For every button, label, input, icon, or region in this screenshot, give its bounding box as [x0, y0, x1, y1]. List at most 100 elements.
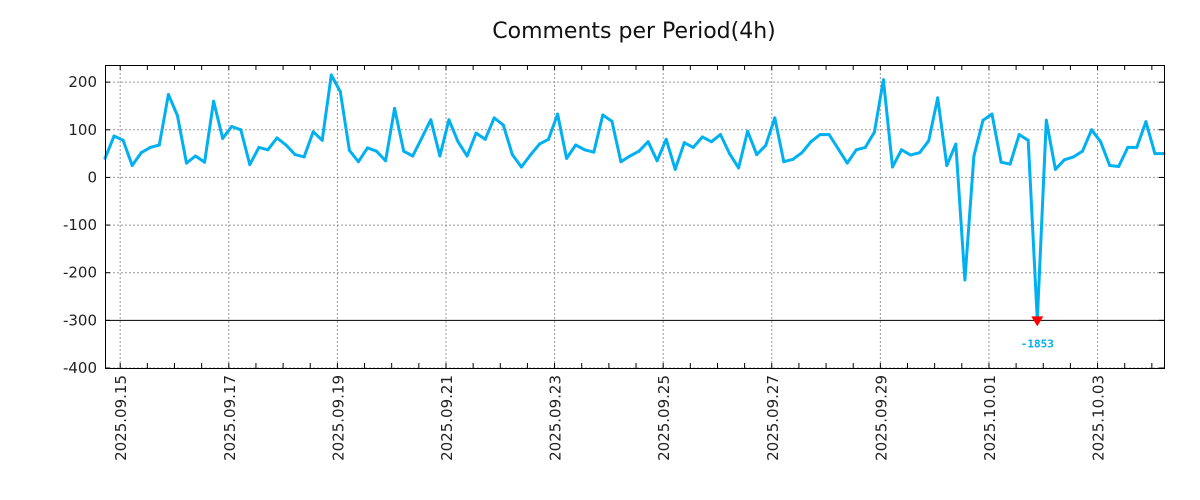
data-point — [972, 154, 976, 158]
data-point — [393, 106, 397, 110]
x-tick-label: 2025.09.29 — [872, 375, 890, 461]
data-point — [800, 151, 804, 155]
data-point — [1135, 145, 1139, 149]
data-point — [601, 113, 605, 117]
data-point — [863, 145, 867, 149]
data-point — [592, 150, 596, 154]
data-point — [420, 136, 424, 140]
data-point — [474, 131, 478, 135]
data-point — [501, 123, 505, 127]
data-point — [184, 161, 188, 165]
data-point — [637, 149, 641, 153]
data-point — [1071, 155, 1075, 159]
data-point — [764, 144, 768, 148]
data-point — [709, 140, 713, 144]
x-axis: 2025.09.15 2025.09.17 2025.09.19 2025.09.21… — [112, 65, 1153, 461]
y-tick-label: -100 — [63, 216, 97, 234]
data-point — [1108, 164, 1112, 168]
data-point — [148, 145, 152, 149]
y-axis: 200 100 0 -100 -200 -300 -400 — [63, 73, 1164, 377]
data-point — [673, 167, 677, 171]
data-point — [320, 138, 324, 142]
data-point — [881, 78, 885, 82]
data-point — [338, 90, 342, 94]
data-point — [1044, 118, 1048, 122]
chart-title: Comments per Period(4h) — [492, 19, 776, 44]
data-point — [375, 149, 379, 153]
data-point — [1053, 167, 1057, 171]
y-tick-label: -200 — [63, 264, 97, 282]
data-point — [329, 73, 333, 77]
x-tick-label: 2025.09.15 — [112, 375, 130, 461]
data-point — [655, 159, 659, 163]
data-point — [610, 119, 614, 123]
data-point — [257, 145, 261, 149]
data-point — [691, 145, 695, 149]
data-point — [918, 151, 922, 155]
data-point — [121, 138, 125, 142]
data-point — [1099, 140, 1103, 144]
data-point — [166, 93, 170, 97]
data-point — [872, 130, 876, 134]
data-point — [112, 134, 116, 138]
data-point — [900, 148, 904, 152]
data-point — [963, 278, 967, 282]
data-point — [954, 142, 958, 146]
data-point — [429, 118, 433, 122]
x-tick-label: 2025.09.25 — [655, 375, 673, 461]
data-point — [718, 133, 722, 137]
data-point — [927, 139, 931, 143]
x-tick-label: 2025.09.19 — [329, 375, 347, 461]
data-point — [682, 141, 686, 145]
data-point — [266, 148, 270, 152]
data-point — [212, 99, 216, 103]
data-point — [890, 165, 894, 169]
data-point — [791, 157, 795, 161]
data-point — [492, 116, 496, 120]
data-point — [239, 128, 243, 132]
data-point — [909, 153, 913, 157]
data-point — [130, 164, 134, 168]
y-tick-label: -400 — [63, 359, 97, 377]
data-point — [981, 118, 985, 122]
data-point — [438, 154, 442, 158]
data-point — [275, 136, 279, 140]
data-point — [402, 149, 406, 153]
data-point — [157, 143, 161, 147]
data-point — [782, 160, 786, 164]
data-point — [728, 152, 732, 156]
series-line-comments — [103, 73, 1164, 322]
data-point — [230, 124, 234, 128]
data-point — [818, 133, 822, 137]
data-point — [311, 130, 315, 134]
data-point — [574, 143, 578, 147]
data-point — [628, 154, 632, 158]
data-point — [547, 137, 551, 141]
x-tick-label: 2025.09.27 — [764, 375, 782, 461]
data-point — [990, 112, 994, 116]
data-point — [519, 165, 523, 169]
data-point — [203, 160, 207, 164]
annotations: -1853 — [1021, 316, 1054, 350]
clipped-value-label: -1853 — [1021, 337, 1054, 350]
data-point — [293, 153, 297, 157]
x-tick-label: 2025.10.03 — [1090, 375, 1108, 461]
data-point — [700, 135, 704, 139]
data-point — [827, 133, 831, 137]
data-point — [1117, 164, 1121, 168]
data-point — [746, 129, 750, 133]
data-point — [302, 155, 306, 159]
data-point — [1026, 138, 1030, 142]
data-point — [1017, 133, 1021, 137]
data-point — [139, 151, 143, 155]
plot-frame — [105, 65, 1165, 369]
data-point — [1062, 158, 1066, 162]
data-point — [456, 140, 460, 144]
data-point — [411, 154, 415, 158]
data-point — [465, 154, 469, 158]
y-tick-label: 100 — [68, 121, 97, 139]
data-point — [1090, 128, 1094, 132]
x-tick-label: 2025.09.17 — [221, 375, 239, 461]
data-point — [221, 136, 225, 140]
